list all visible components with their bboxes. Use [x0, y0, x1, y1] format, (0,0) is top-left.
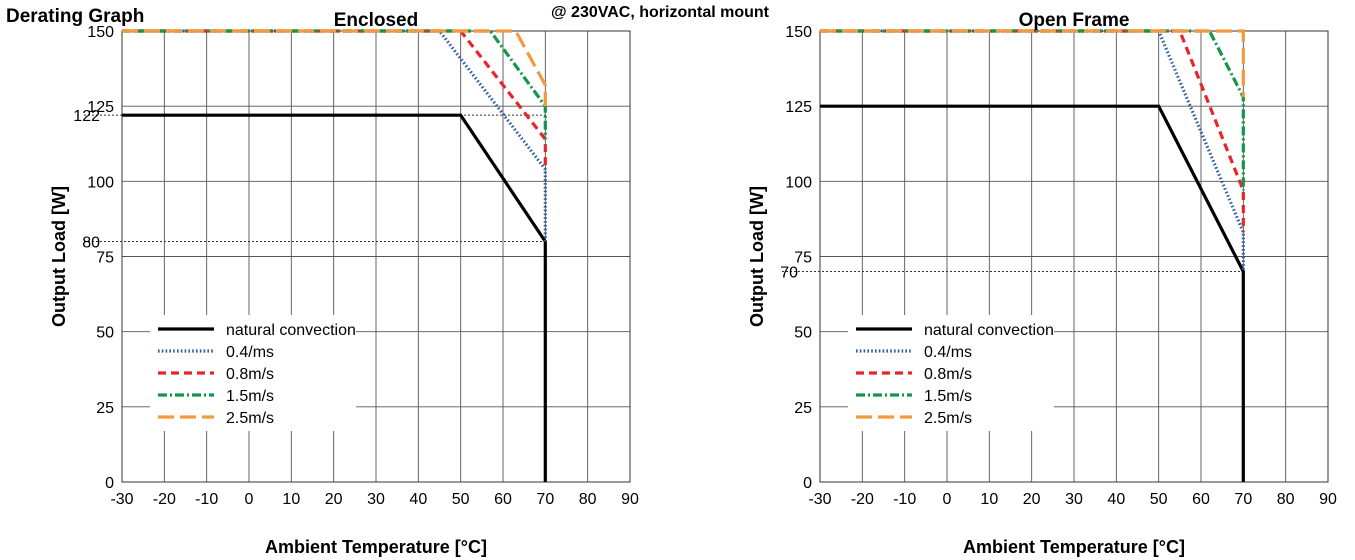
- open-frame-legend-label-1: 0.4/ms: [924, 344, 972, 361]
- enclosed-x-tick-4: 10: [282, 491, 300, 508]
- enclosed-x-tick-11: 80: [579, 491, 597, 508]
- enclosed-y-axis-label: Output Load [W]: [49, 186, 69, 327]
- enclosed-x-tick-5: 20: [325, 491, 343, 508]
- open-frame-legend-label-3: 1.5m/s: [924, 388, 972, 405]
- enclosed-series-0: [122, 113, 547, 482]
- open-frame-x-tick-12: 90: [1319, 491, 1337, 508]
- open-frame-x-tick-5: 20: [1023, 491, 1041, 508]
- open-frame-x-tick-11: 80: [1277, 491, 1295, 508]
- enclosed-y-tick-2: 50: [96, 325, 114, 342]
- enclosed-x-tick-1: -20: [153, 491, 176, 508]
- open-frame-y-axis-label: Output Load [W]: [747, 186, 767, 327]
- enclosed-series-4: [122, 29, 547, 107]
- enclosed-x-tick-8: 50: [452, 491, 470, 508]
- open-frame-legend-label-4: 2.5m/s: [924, 410, 972, 427]
- open-frame-x-tick-8: 50: [1150, 491, 1168, 508]
- open-frame-chart: -30 -20 -10 0 10 20 30 40 50 60 70 80 90 0 25 50 75 100 12…: [747, 10, 1337, 557]
- open-frame-x-tick-7: 40: [1107, 491, 1125, 508]
- open-frame-y-tick-0: 0: [803, 475, 812, 492]
- enclosed-chart: -30 -20 -10 0 10 20 30 40 50 60 70 80 90 0 25 50 75 100 12…: [49, 10, 639, 557]
- open-frame-series-4: [820, 29, 1245, 98]
- open-frame-annotation-label-0: 70: [780, 265, 798, 282]
- enclosed-y-tick-6: 150: [87, 24, 114, 41]
- open-frame-legend-label-0: natural convection: [924, 322, 1054, 339]
- open-frame-x-tick-2: -10: [893, 491, 916, 508]
- enclosed-title: Enclosed: [334, 10, 418, 31]
- enclosed-y-tick-3: 75: [96, 250, 114, 267]
- enclosed-y-tick-4: 100: [87, 174, 114, 191]
- enclosed-y-tick-0: 0: [105, 475, 114, 492]
- enclosed-x-tick-6: 30: [367, 491, 385, 508]
- open-frame-x-tick-9: 60: [1192, 491, 1210, 508]
- enclosed-legend-label-3: 1.5m/s: [226, 388, 274, 405]
- enclosed-annotation-label-1: 80: [82, 234, 100, 251]
- enclosed-legend-label-4: 2.5m/s: [226, 410, 274, 427]
- open-frame-x-tick-1: -20: [851, 491, 874, 508]
- enclosed-x-tick-0: -30: [110, 491, 133, 508]
- enclosed-legend-label-2: 0.8m/s: [226, 366, 274, 383]
- open-frame-y-tick-6: 150: [785, 24, 812, 41]
- open-frame-x-tick-10: 70: [1234, 491, 1252, 508]
- enclosed-x-tick-2: -10: [195, 491, 218, 508]
- enclosed-legend-label-1: 0.4/ms: [226, 344, 274, 361]
- condition-note: @ 230VAC, horizontal mount: [551, 4, 769, 21]
- enclosed-series-3: [122, 29, 547, 140]
- open-frame-y-tick-4: 100: [785, 174, 812, 191]
- open-frame-y-tick-2: 50: [794, 325, 812, 342]
- open-frame-x-axis-label: Ambient Temperature [°C]: [963, 537, 1185, 557]
- open-frame-x-tick-0: -30: [808, 491, 831, 508]
- open-frame-x-tick-6: 30: [1065, 491, 1083, 508]
- page-title: Derating Graph: [6, 6, 145, 27]
- open-frame-y-tick-1: 25: [794, 400, 812, 417]
- open-frame-title: Open Frame: [1019, 10, 1130, 31]
- open-frame-series-2: [820, 29, 1245, 233]
- enclosed-x-tick-10: 70: [536, 491, 554, 508]
- open-frame-x-tick-3: 0: [943, 491, 952, 508]
- enclosed-legend-label-0: natural convection: [226, 322, 356, 339]
- enclosed-x-tick-12: 90: [621, 491, 639, 508]
- enclosed-x-tick-9: 60: [494, 491, 512, 508]
- open-frame-series-0: [820, 104, 1245, 482]
- open-frame-y-tick-5: 125: [785, 99, 812, 116]
- open-frame-y-tick-3: 75: [794, 250, 812, 267]
- open-frame-series-3: [820, 29, 1245, 191]
- enclosed-x-tick-7: 40: [409, 491, 427, 508]
- enclosed-annotation-label-0: 122: [73, 108, 100, 125]
- enclosed-x-axis-label: Ambient Temperature [°C]: [265, 537, 487, 557]
- open-frame-legend-label-2: 0.8m/s: [924, 366, 972, 383]
- enclosed-y-tick-5: 125: [87, 99, 114, 116]
- open-frame-x-tick-4: 10: [980, 491, 998, 508]
- enclosed-x-tick-3: 0: [245, 491, 254, 508]
- enclosed-y-tick-1: 25: [96, 400, 114, 417]
